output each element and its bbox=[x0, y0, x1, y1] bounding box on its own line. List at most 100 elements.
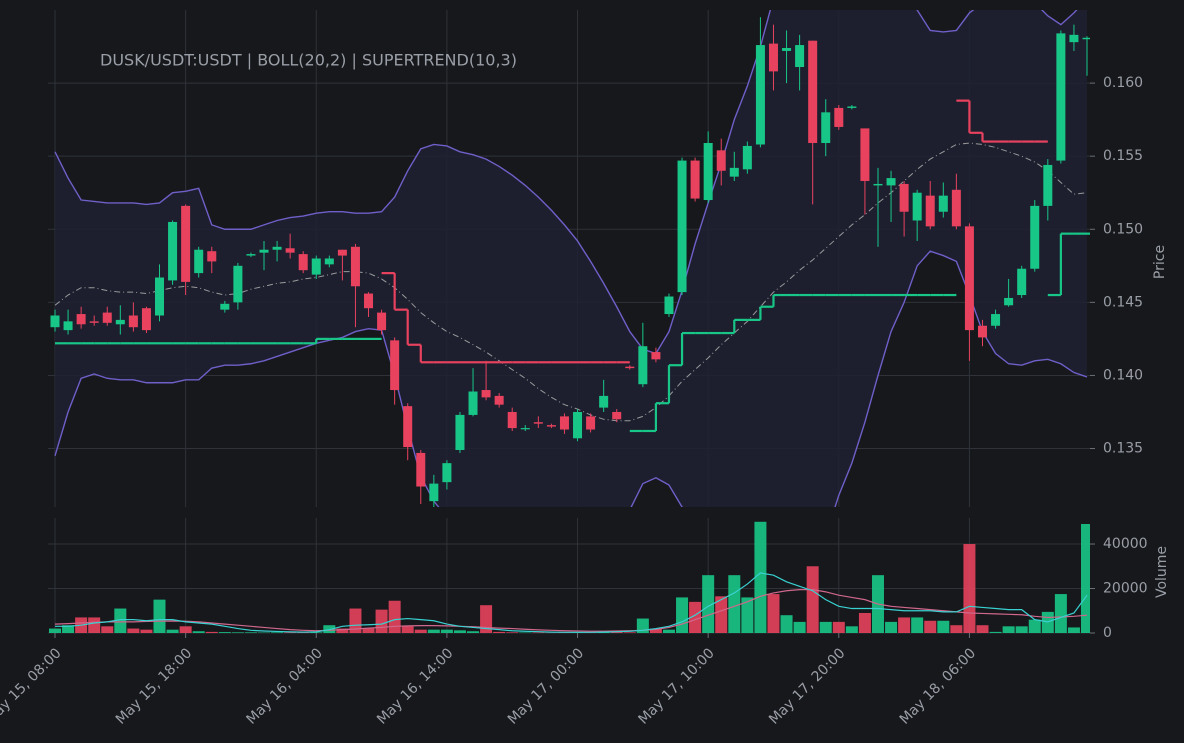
volume-bar bbox=[1002, 626, 1015, 633]
candle-body bbox=[233, 265, 243, 303]
volume-bar bbox=[676, 597, 689, 633]
volume-bar bbox=[806, 566, 819, 633]
candle-body bbox=[89, 321, 99, 323]
candle-body bbox=[586, 416, 596, 430]
candle-body bbox=[821, 112, 831, 144]
volume-bar bbox=[493, 631, 506, 633]
volume-bar bbox=[728, 575, 741, 633]
candle-body bbox=[76, 314, 86, 325]
volume-bar bbox=[427, 629, 440, 633]
candle-body bbox=[285, 248, 295, 253]
volume-bar bbox=[924, 620, 937, 633]
candle-body bbox=[1082, 37, 1090, 40]
volume-bar bbox=[336, 628, 349, 633]
volume-bar bbox=[715, 596, 728, 633]
volume-bar bbox=[218, 632, 231, 633]
volume-bar bbox=[467, 631, 480, 633]
candle-body bbox=[481, 390, 491, 398]
y-tick-label: 0 bbox=[1103, 625, 1112, 641]
y-tick-label: 20000 bbox=[1103, 581, 1148, 597]
candle-body bbox=[298, 254, 308, 271]
candle-body bbox=[808, 40, 818, 144]
candle-body bbox=[311, 258, 321, 275]
band-upper bbox=[54, 10, 1078, 355]
volume-bar bbox=[767, 594, 780, 633]
candle-body bbox=[912, 192, 922, 221]
candle-body bbox=[964, 226, 974, 331]
candle-body bbox=[468, 391, 478, 415]
candle-body bbox=[442, 463, 452, 483]
volume-bar bbox=[49, 628, 61, 633]
candle-body bbox=[507, 411, 517, 429]
volume-bar bbox=[1054, 594, 1067, 633]
volume-ma-slow bbox=[54, 589, 1088, 632]
candle-body bbox=[899, 183, 909, 212]
candle-body bbox=[181, 205, 191, 282]
candle-body bbox=[128, 315, 138, 328]
chart-title: DUSK/USDT:USDT | BOLL(20,2) | SUPERTREND… bbox=[100, 51, 517, 70]
candle-body bbox=[324, 258, 334, 265]
volume-bar bbox=[741, 597, 754, 633]
candle-body bbox=[115, 319, 125, 325]
band-mid bbox=[54, 142, 1088, 422]
volume-bar bbox=[179, 626, 192, 633]
candle-body bbox=[925, 195, 935, 227]
volume-bar bbox=[845, 626, 858, 633]
candle-body bbox=[337, 249, 347, 256]
y-tick-label: 0.160 bbox=[1103, 75, 1143, 91]
volume-panel bbox=[49, 521, 1090, 633]
candle-body bbox=[625, 366, 635, 369]
volume-bar bbox=[506, 632, 519, 633]
candle-body bbox=[1056, 33, 1066, 161]
candle-body bbox=[377, 312, 387, 331]
volume-bar bbox=[780, 615, 793, 633]
band-lower bbox=[54, 250, 1088, 507]
candle-body bbox=[573, 411, 583, 439]
candle-body bbox=[795, 45, 805, 68]
candle-body bbox=[364, 293, 374, 309]
volume-bar bbox=[140, 629, 153, 633]
candle-body bbox=[141, 308, 151, 331]
volume-bar bbox=[244, 632, 257, 633]
candle-body bbox=[860, 128, 870, 182]
volume-bar bbox=[310, 632, 323, 633]
volume-bar bbox=[453, 630, 466, 633]
candle-body bbox=[350, 246, 360, 287]
candle-body bbox=[834, 107, 844, 127]
volume-bar bbox=[911, 617, 924, 633]
candle-body bbox=[991, 314, 1001, 326]
candle-body bbox=[403, 406, 413, 448]
volume-bar bbox=[480, 605, 493, 633]
candle-body bbox=[246, 254, 256, 256]
candle-body bbox=[703, 143, 713, 201]
volume-bar bbox=[401, 626, 414, 633]
volume-bar bbox=[88, 617, 101, 633]
volume-bar bbox=[231, 632, 244, 633]
y-axis-label: Price bbox=[1152, 245, 1168, 279]
candle-body bbox=[782, 48, 792, 51]
volume-axis-label: Volume bbox=[1154, 546, 1170, 598]
candle-body bbox=[168, 221, 178, 281]
candle-body bbox=[729, 167, 739, 177]
candle-body bbox=[664, 296, 674, 315]
candle-body bbox=[102, 312, 112, 323]
candle-body bbox=[390, 340, 400, 391]
volume-bar bbox=[649, 628, 662, 633]
volume-bar bbox=[62, 625, 75, 633]
volume-bar bbox=[898, 617, 911, 633]
volume-bar bbox=[976, 625, 989, 633]
price-panel bbox=[50, 10, 1090, 507]
volume-bar bbox=[440, 629, 453, 633]
candle-body bbox=[546, 425, 556, 427]
candle-body bbox=[1043, 164, 1053, 206]
volume-bar bbox=[754, 521, 767, 633]
y-tick-label: 0.155 bbox=[1103, 148, 1143, 164]
candle-body bbox=[977, 325, 987, 338]
candle-body bbox=[742, 145, 752, 170]
candle-body bbox=[272, 246, 282, 250]
volume-bar bbox=[375, 609, 388, 633]
volume-bar bbox=[885, 621, 898, 633]
candle-body bbox=[533, 422, 543, 424]
candle-body bbox=[416, 452, 426, 487]
